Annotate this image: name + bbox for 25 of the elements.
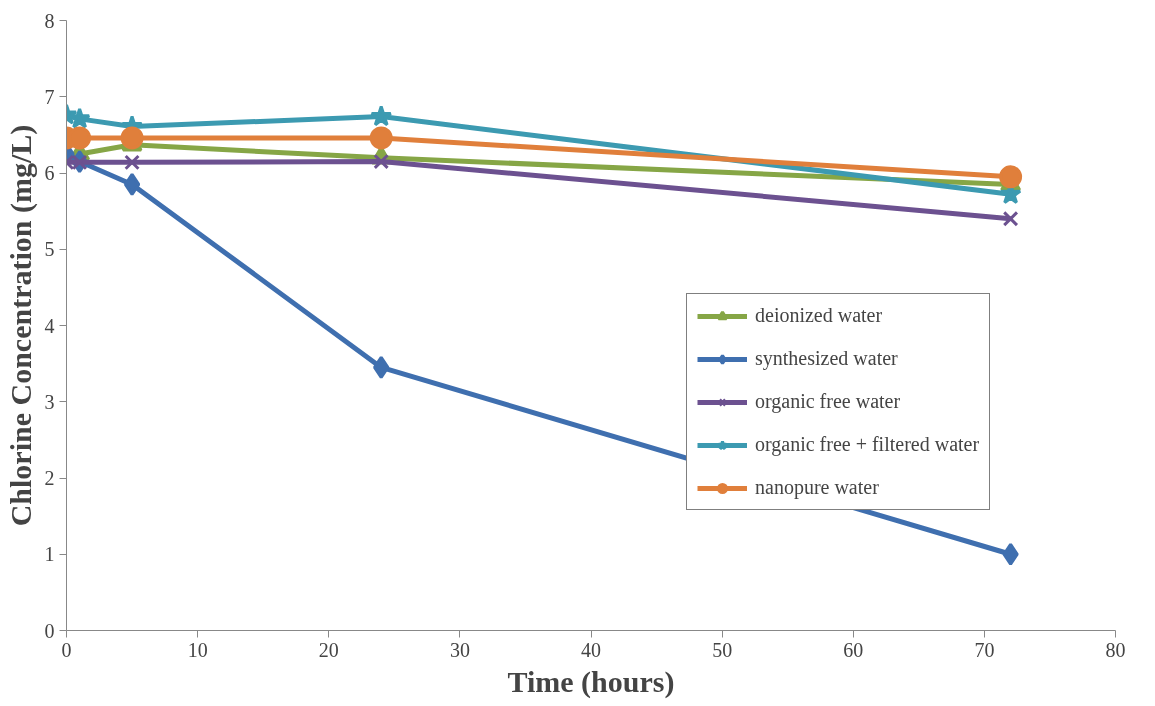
y-axis-title: Chlorine Concentration (mg/L) <box>3 124 38 527</box>
legend-label: deionized water <box>755 304 883 327</box>
legend-label: nanopure water <box>755 476 879 499</box>
y-tick-label: 2 <box>44 467 55 489</box>
x-tick-label: 10 <box>187 638 208 661</box>
x-axis-title: Time (hours) <box>507 664 675 699</box>
x-tick-label: 30 <box>449 638 470 661</box>
y-tick-label: 7 <box>44 85 55 108</box>
x-tick-label: 20 <box>318 638 339 661</box>
y-tick-label: 8 <box>44 9 55 32</box>
x-tick-label: 70 <box>974 638 995 661</box>
x-tick-label: 60 <box>843 638 864 661</box>
y-tick-label: 4 <box>44 314 55 337</box>
legend-label: synthesized water <box>755 347 898 370</box>
y-tick-label: 1 <box>44 543 55 566</box>
y-tick-label: 3 <box>44 390 55 413</box>
legend-label: organic free water <box>755 390 901 413</box>
y-tick-label: 5 <box>44 238 55 261</box>
legend-label: organic free + filtered water <box>755 433 980 456</box>
y-tick-label: 0 <box>44 619 55 642</box>
x-tick-label: 80 <box>1105 638 1126 661</box>
x-tick-label: 0 <box>61 638 72 661</box>
y-tick-label: 6 <box>44 162 55 184</box>
x-tick-label: 40 <box>581 638 601 661</box>
x-tick-label: 50 <box>712 638 733 661</box>
